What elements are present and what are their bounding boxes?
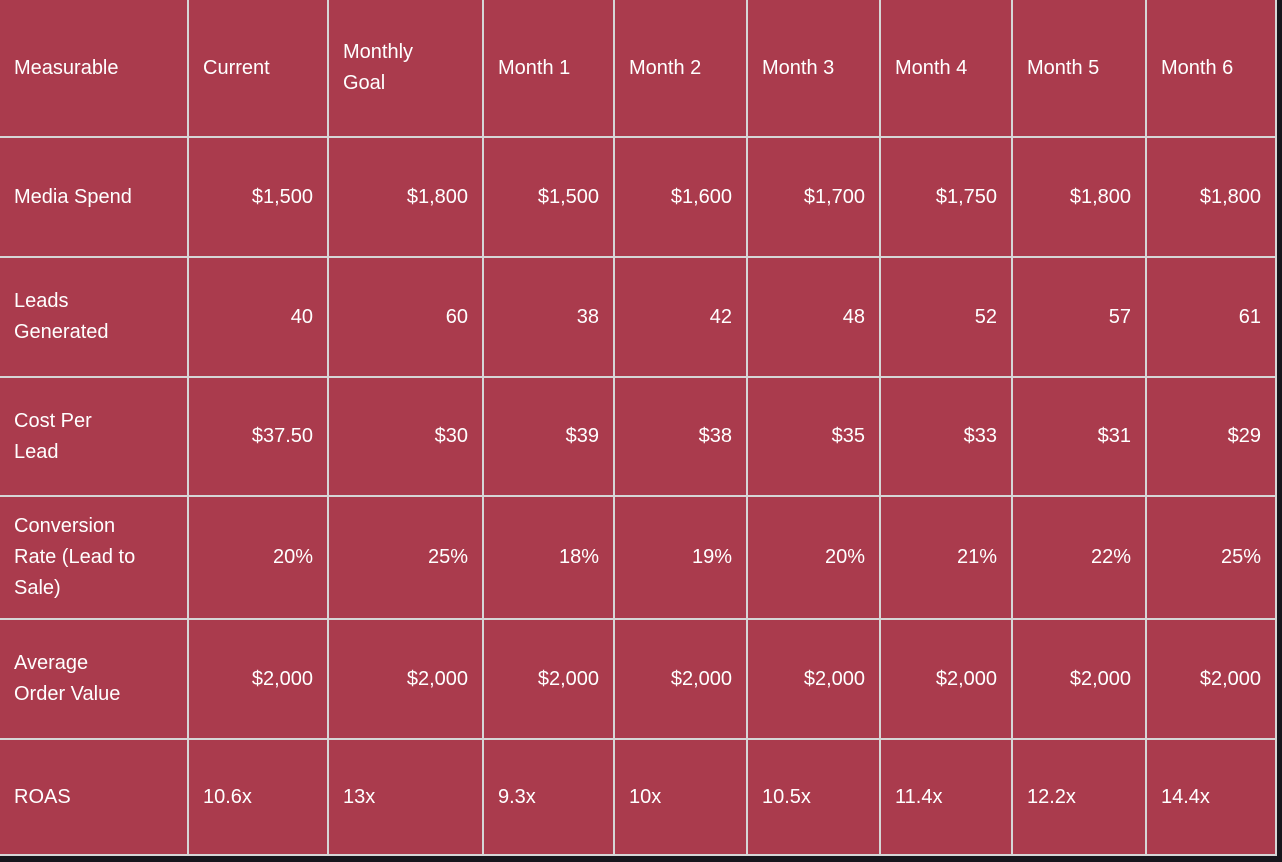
data-cell: $1,500 — [189, 138, 329, 258]
data-cell: $2,000 — [189, 620, 329, 740]
col-header-label: Month 5 — [1027, 56, 1100, 79]
data-cell: $1,500 — [484, 138, 615, 258]
data-cell: 12.2x — [1013, 740, 1147, 856]
data-cell: $38 — [615, 378, 748, 497]
row-label-text: ROAS — [14, 785, 71, 808]
data-cell: 18% — [484, 497, 615, 620]
table-row-average-order-value: Average Order Value $2,000 $2,000 $2,000… — [0, 620, 1277, 740]
col-header-month-2: Month 2 — [615, 0, 748, 138]
data-cell: $33 — [881, 378, 1013, 497]
header-row: Measurable Current Monthly Goal Month 1 … — [0, 0, 1277, 138]
col-header-month-3: Month 3 — [748, 0, 881, 138]
row-label: Conversion Rate (Lead to Sale) — [0, 497, 189, 620]
table-row-leads-generated: Leads Generated 40 60 38 42 48 52 57 61 — [0, 258, 1277, 378]
data-cell: $2,000 — [881, 620, 1013, 740]
data-cell: $2,000 — [1013, 620, 1147, 740]
data-cell: $1,800 — [1147, 138, 1277, 258]
col-header-label: Current — [203, 56, 270, 79]
col-header-month-4: Month 4 — [881, 0, 1013, 138]
data-cell: 9.3x — [484, 740, 615, 856]
data-cell: 20% — [748, 497, 881, 620]
row-label-text: Cost Per Lead — [14, 409, 92, 463]
data-cell: 10x — [615, 740, 748, 856]
data-cell: 20% — [189, 497, 329, 620]
data-cell: $35 — [748, 378, 881, 497]
table-row-conversion-rate: Conversion Rate (Lead to Sale) 20% 25% 1… — [0, 497, 1277, 620]
data-cell: 14.4x — [1147, 740, 1277, 856]
data-cell: 40 — [189, 258, 329, 378]
data-cell: 52 — [881, 258, 1013, 378]
data-cell: 13x — [329, 740, 484, 856]
data-cell: $1,800 — [329, 138, 484, 258]
col-header-label: Measurable — [14, 56, 119, 79]
table-row-media-spend: Media Spend $1,500 $1,800 $1,500 $1,600 … — [0, 138, 1277, 258]
data-cell: 60 — [329, 258, 484, 378]
row-label-text: Average Order Value — [14, 652, 121, 705]
data-cell: 48 — [748, 258, 881, 378]
data-cell: $2,000 — [484, 620, 615, 740]
data-cell: 57 — [1013, 258, 1147, 378]
data-cell: $2,000 — [1147, 620, 1277, 740]
row-label: Media Spend — [0, 138, 189, 258]
data-cell: $1,600 — [615, 138, 748, 258]
data-cell: 61 — [1147, 258, 1277, 378]
row-label: ROAS — [0, 740, 189, 856]
col-header-measurable: Measurable — [0, 0, 189, 138]
col-header-label: Month 6 — [1161, 56, 1234, 79]
data-cell: 38 — [484, 258, 615, 378]
row-label: Leads Generated — [0, 258, 189, 378]
data-cell: 21% — [881, 497, 1013, 620]
table-row-cost-per-lead: Cost Per Lead $37.50 $30 $39 $38 $35 $33… — [0, 378, 1277, 497]
data-cell: $1,800 — [1013, 138, 1147, 258]
data-cell: 42 — [615, 258, 748, 378]
row-label: Average Order Value — [0, 620, 189, 740]
data-cell: $1,750 — [881, 138, 1013, 258]
data-cell: 22% — [1013, 497, 1147, 620]
data-cell: $1,700 — [748, 138, 881, 258]
data-cell: 19% — [615, 497, 748, 620]
row-label-text: Leads Generated — [14, 290, 109, 343]
col-header-label: Monthly Goal — [343, 41, 414, 94]
data-cell: 11.4x — [881, 740, 1013, 856]
data-cell: $2,000 — [615, 620, 748, 740]
col-header-label: Month 1 — [498, 56, 571, 79]
data-cell: $31 — [1013, 378, 1147, 497]
data-cell: $2,000 — [748, 620, 881, 740]
col-header-month-1: Month 1 — [484, 0, 615, 138]
row-label-text: Conversion Rate (Lead to Sale) — [14, 515, 136, 599]
data-cell: 10.6x — [189, 740, 329, 856]
col-header-month-5: Month 5 — [1013, 0, 1147, 138]
col-header-label: Month 2 — [629, 56, 702, 79]
data-cell: 25% — [329, 497, 484, 620]
col-header-month-6: Month 6 — [1147, 0, 1277, 138]
col-header-label: Month 3 — [762, 56, 835, 79]
col-header-current: Current — [189, 0, 329, 138]
data-cell: $29 — [1147, 378, 1277, 497]
col-header-monthly-goal: Monthly Goal — [329, 0, 484, 138]
data-cell: $30 — [329, 378, 484, 497]
data-cell: $39 — [484, 378, 615, 497]
col-header-label: Month 4 — [895, 56, 968, 79]
data-cell: $37.50 — [189, 378, 329, 497]
row-label: Cost Per Lead — [0, 378, 189, 497]
table-row-roas: ROAS 10.6x 13x 9.3x 10x 10.5x 11.4x 12.2… — [0, 740, 1277, 856]
data-cell: 10.5x — [748, 740, 881, 856]
data-cell: 25% — [1147, 497, 1277, 620]
data-cell: $2,000 — [329, 620, 484, 740]
row-label-text: Media Spend — [14, 185, 132, 208]
